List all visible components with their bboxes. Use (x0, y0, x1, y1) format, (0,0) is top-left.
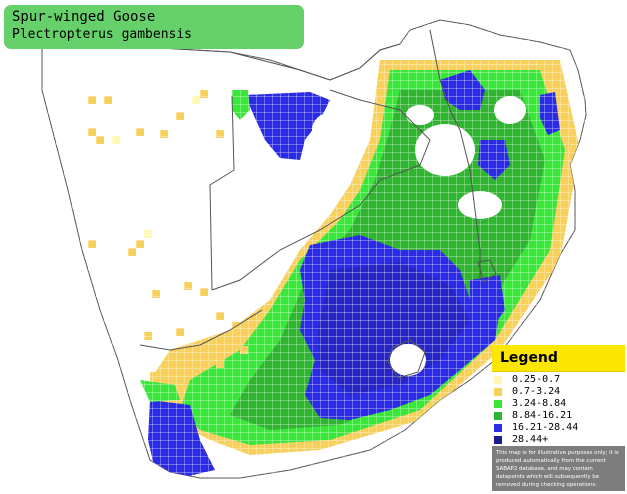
legend-item-label: 28.44+ (512, 434, 549, 445)
border-mozambique (429, 29, 481, 280)
legend-item: 28.44+ (494, 434, 625, 446)
legend-heading: Legend (492, 345, 625, 372)
species-scientific-name: Plectropterus gambensis (12, 27, 193, 42)
border-zimbabwe (329, 89, 431, 166)
legend-item-label: 3.24-8.84 (512, 398, 567, 409)
border-zambia (299, 43, 401, 81)
species-title-box: Spur-winged Goose Plectropterus gambensi… (4, 5, 304, 49)
legend-swatch (494, 400, 502, 408)
border-lesotho (387, 339, 426, 379)
legend-swatch (494, 424, 502, 432)
legend-panel: Legend 0.25-0.7 0.7-3.24 3.24-8.84 8.84-… (492, 345, 625, 491)
legend-swatch (494, 376, 502, 384)
species-common-name: Spur-winged Goose (12, 9, 156, 25)
border-orange-river (139, 309, 263, 351)
legend-item: 8.84-16.21 (494, 410, 625, 422)
legend-item-label: 8.84-16.21 (512, 410, 573, 421)
legend-item: 0.7-3.24 (494, 386, 625, 398)
legend-item: 16.21-28.44 (494, 422, 625, 434)
legend-item-label: 0.25-0.7 (512, 374, 561, 385)
legend-list: 0.25-0.7 0.7-3.24 3.24-8.84 8.84-16.21 1… (492, 372, 625, 448)
border-botswana-southafrica (211, 164, 421, 291)
border-swaziland (477, 259, 497, 283)
legend-item: 0.25-0.7 (494, 374, 625, 386)
legend-swatch (494, 388, 502, 396)
country-borders (41, 29, 497, 379)
legend-swatch (494, 412, 502, 420)
legend-item-label: 16.21-28.44 (512, 422, 579, 433)
legend-swatch (494, 436, 502, 444)
legend-disclaimer: This map is for illustrative purposes on… (492, 446, 625, 491)
border-namibia-botswana (209, 95, 235, 291)
legend-item: 3.24-8.84 (494, 398, 625, 410)
legend-item-label: 0.7-3.24 (512, 386, 561, 397)
